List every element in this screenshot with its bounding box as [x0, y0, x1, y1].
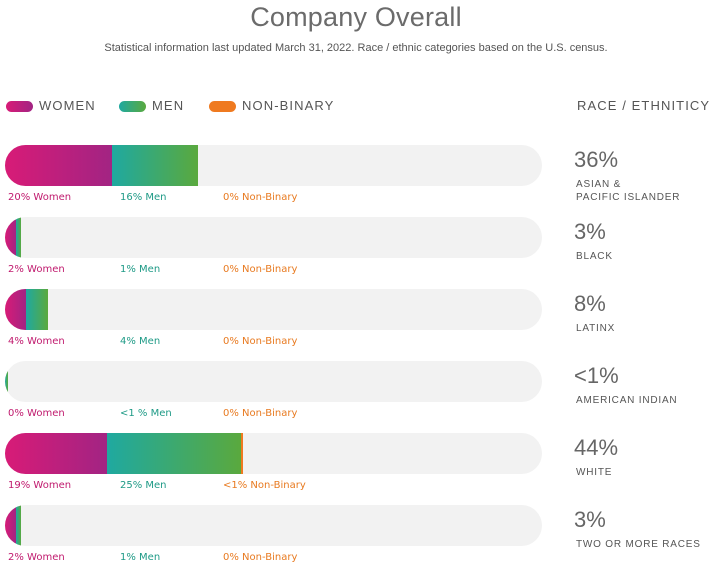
bar-segment-women — [5, 145, 113, 186]
race-ethnicity-heading: RACE / ETHNITICY — [577, 98, 711, 113]
bar-segment-men — [107, 433, 242, 474]
data-label-women: 2% Women — [8, 264, 65, 275]
race-category-label: AMERICAN INDIAN — [576, 395, 678, 406]
data-label-women: 0% Women — [8, 408, 65, 419]
bar-segment-nonbinary — [241, 433, 244, 474]
chart-row: 0% Women <1 % Men 0% Non-Binary <1% AMERICAN… — [0, 361, 712, 431]
chart-subtitle: Statistical information last updated Mar… — [104, 42, 608, 54]
data-label-nonbinary: 0% Non-Binary — [223, 408, 298, 419]
legend-swatch-nonbinary — [209, 101, 236, 112]
legend-swatch-women — [6, 101, 33, 112]
bar-segment-men — [5, 361, 8, 402]
data-label-men: 25% Men — [120, 480, 167, 491]
chart-row: 19% Women 25% Men <1% Non-Binary 44% WHITE — [0, 433, 712, 503]
race-total-percent: 3% — [574, 507, 606, 532]
race-category-label: LATINX — [576, 323, 616, 334]
legend-swatch-men — [119, 101, 146, 112]
chart-row: 4% Women 4% Men 0% Non-Binary 8% LATINX — [0, 289, 712, 359]
bar-track — [5, 145, 542, 186]
data-label-nonbinary: 0% Non-Binary — [223, 336, 298, 347]
race-total-percent: 44% — [574, 435, 619, 460]
race-total-percent: 3% — [574, 219, 606, 244]
bar-segment-women — [5, 433, 108, 474]
data-label-men: 1% Men — [120, 264, 161, 275]
data-label-women: 20% Women — [8, 192, 72, 203]
data-label-men: 16% Men — [120, 192, 167, 203]
bar-segment-women — [5, 505, 16, 546]
data-label-nonbinary: 0% Non-Binary — [223, 264, 298, 275]
bar-segment-men — [15, 505, 22, 546]
bar-segment-women — [5, 217, 16, 258]
race-total-percent: 36% — [574, 147, 619, 172]
chart-row: 2% Women 1% Men 0% Non-Binary 3% BLACK — [0, 217, 712, 287]
bar-track — [5, 289, 542, 330]
race-category-label: ASIAN & PACIFIC ISLANDER — [576, 179, 681, 203]
race-total-percent: 8% — [574, 291, 606, 316]
legend-label-women: WOMEN — [39, 98, 96, 113]
race-category-label: WHITE — [576, 467, 613, 478]
data-label-men: 4% Men — [120, 336, 161, 347]
bar-segment-men — [15, 217, 22, 258]
chart-row: 2% Women 1% Men 0% Non-Binary 3% TWO OR MORE… — [0, 505, 712, 568]
data-label-nonbinary: <1% Non-Binary — [223, 480, 306, 491]
data-label-women: 4% Women — [8, 336, 65, 347]
data-label-men: 1% Men — [120, 552, 161, 563]
data-label-women: 2% Women — [8, 552, 65, 563]
race-category-label: BLACK — [576, 251, 613, 262]
bar-segment-men — [26, 289, 48, 330]
legend-label-nonbinary: NON-BINARY — [242, 98, 335, 113]
bar-track — [5, 217, 542, 258]
bar-segment-men — [112, 145, 199, 186]
bar-track — [5, 361, 542, 402]
bar-track — [5, 433, 542, 474]
legend-label-men: MEN — [152, 98, 185, 113]
data-label-women: 19% Women — [8, 480, 72, 491]
data-label-nonbinary: 0% Non-Binary — [223, 552, 298, 563]
chart-row: 20% Women 16% Men 0% Non-Binary 36% ASIAN & … — [0, 145, 712, 215]
data-label-nonbinary: 0% Non-Binary — [223, 192, 298, 203]
bar-track — [5, 505, 542, 546]
race-total-percent: <1% — [574, 363, 619, 388]
race-category-label: TWO OR MORE RACES — [576, 539, 701, 550]
chart-title: Company Overall — [250, 2, 462, 32]
data-label-men: <1 % Men — [120, 408, 172, 419]
bar-segment-women — [5, 289, 27, 330]
